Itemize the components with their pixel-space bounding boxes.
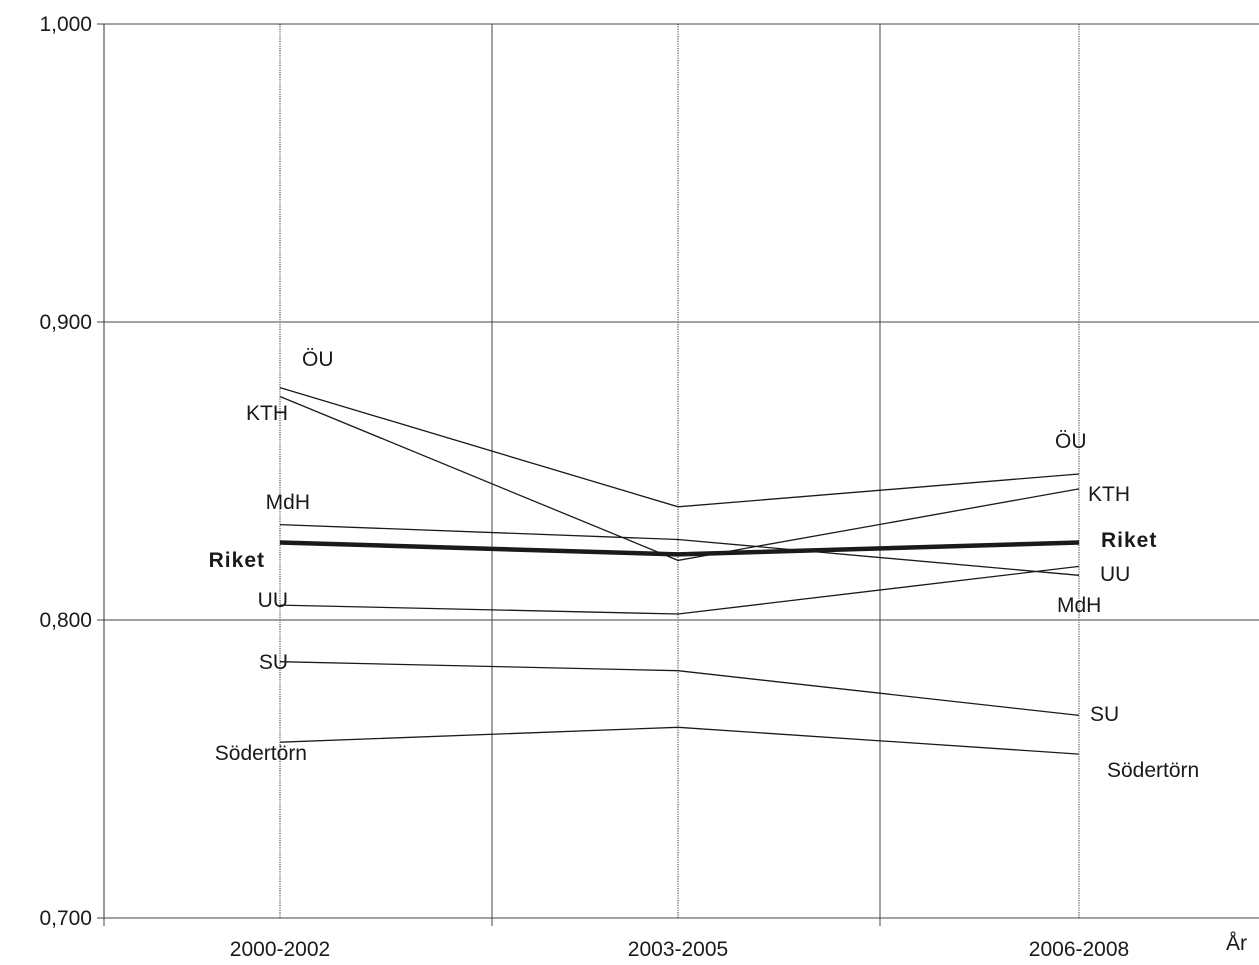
y-tick-label: 1,000: [39, 13, 92, 36]
x-axis-label: År: [1226, 932, 1247, 955]
series-end-label: KTH: [1088, 483, 1130, 506]
x-tick-label: 2003-2005: [628, 938, 728, 961]
series-end-label: UU: [1100, 563, 1130, 586]
series-line-uu: [279, 565, 1080, 615]
series-start-label: MdH: [266, 491, 310, 514]
series-end-label: SU: [1090, 703, 1119, 726]
series-start-label: Riket: [209, 549, 265, 572]
series-line-su: [279, 661, 1080, 717]
x-tick-labels: 2000-2002 2003-2005 2006-2008: [230, 938, 1129, 961]
series-start-label: SU: [259, 651, 288, 674]
grid: [104, 23, 1259, 919]
axes: [97, 23, 881, 926]
series-line-riket: [279, 540, 1080, 557]
series-line--u: [279, 386, 1080, 508]
series-end-label: Södertörn: [1107, 759, 1199, 782]
series-labels: ÖU ÖU KTH KTH MdH MdH Riket Riket UU UU SU SU Södert…: [209, 348, 1200, 782]
series-line-s-dert-rn: [279, 726, 1080, 755]
y-tick-label: 0,700: [39, 907, 92, 930]
series-start-label: UU: [258, 589, 288, 612]
series-start-label: Södertörn: [215, 742, 307, 765]
series-lines: [279, 386, 1080, 755]
series-line-mdh: [279, 523, 1080, 576]
series-line-kth: [279, 395, 1080, 562]
series-start-label: KTH: [246, 402, 288, 425]
y-tick-label: 0,800: [39, 609, 92, 632]
series-end-label: ÖU: [1055, 430, 1087, 453]
y-tick-labels: 1,000 0,900 0,800 0,700: [39, 13, 92, 930]
series-start-label: ÖU: [302, 348, 334, 371]
series-end-label: Riket: [1101, 529, 1157, 552]
y-tick-label: 0,900: [39, 311, 92, 334]
x-tick-label: 2006-2008: [1029, 938, 1129, 961]
x-tick-label: 2000-2002: [230, 938, 330, 961]
series-end-label: MdH: [1057, 594, 1101, 617]
